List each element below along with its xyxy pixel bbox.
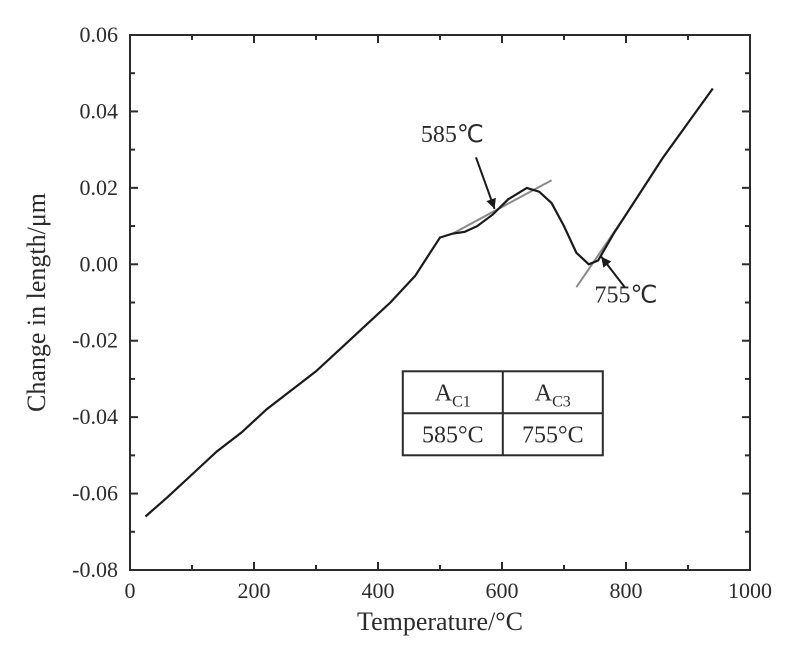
x-tick-label: 800 [610, 578, 643, 603]
table-value-0: 585°C [422, 422, 484, 448]
y-tick-label: -0.06 [72, 481, 118, 506]
y-tick-label: 0.00 [80, 251, 119, 276]
y-tick-label: 0.02 [80, 175, 119, 200]
y-tick-label: -0.02 [72, 328, 118, 353]
y-tick-label: 0.06 [80, 22, 119, 47]
dilatometry-chart: 0 200 400 600 800 1000 -0.08 -0.06 -0.04 -0.02 0.0… [0, 0, 801, 650]
x-axis-label: Temperature/°C [357, 607, 523, 636]
y-tick-label: -0.08 [72, 557, 118, 582]
x-tick-label: 0 [125, 578, 136, 603]
y-tick-label: -0.04 [72, 404, 118, 429]
table-value-1: 755°C [522, 422, 584, 448]
y-tick-label: 0.04 [80, 98, 119, 123]
annotation-label-1: 755℃ [595, 283, 658, 309]
x-tick-label: 200 [238, 578, 271, 603]
annotation-label-0: 585℃ [421, 122, 484, 148]
annotation-arrowhead-1 [601, 257, 611, 268]
x-tick-label: 400 [362, 578, 395, 603]
y-axis-label: Change in length/μm [22, 193, 51, 412]
chart-svg: 0 200 400 600 800 1000 -0.08 -0.06 -0.04 -0.02 0.0… [0, 0, 801, 650]
x-tick-label: 600 [486, 578, 519, 603]
x-tick-label: 1000 [728, 578, 772, 603]
